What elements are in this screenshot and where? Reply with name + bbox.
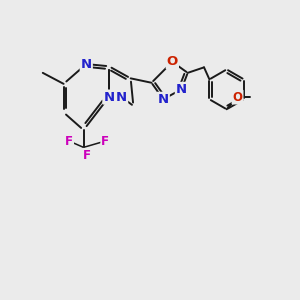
Text: N: N (81, 58, 92, 70)
Text: N: N (103, 91, 115, 103)
Text: N: N (116, 91, 127, 103)
Text: N: N (176, 83, 187, 96)
Text: F: F (101, 134, 109, 148)
Text: F: F (65, 134, 73, 148)
Text: O: O (167, 55, 178, 68)
Text: F: F (83, 149, 91, 162)
Text: O: O (232, 91, 242, 103)
Text: N: N (158, 93, 169, 106)
